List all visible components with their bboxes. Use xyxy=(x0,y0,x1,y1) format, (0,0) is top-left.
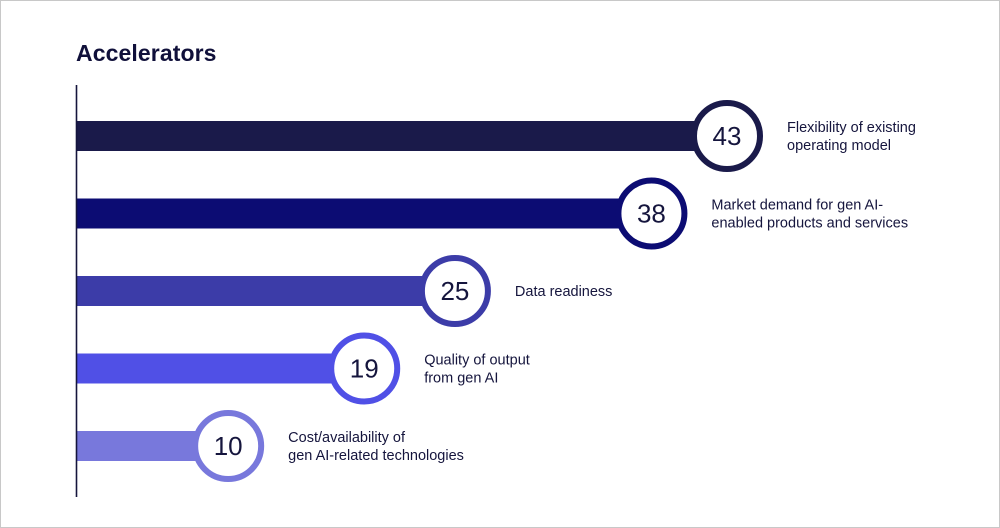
value-marker-circle xyxy=(418,255,491,327)
category-label-line: Flexibility of existing xyxy=(787,120,916,136)
value-marker-circle xyxy=(328,332,401,405)
category-label: Data readiness xyxy=(515,284,613,300)
bar xyxy=(77,353,365,384)
bar xyxy=(77,121,727,151)
category-label-line: operating model xyxy=(787,138,891,154)
bar xyxy=(77,276,455,306)
value-marker-circle xyxy=(192,410,265,482)
category-label-line: enabled products and services xyxy=(711,216,908,232)
data-label: 10 xyxy=(214,431,243,461)
category-label: Quality of output from gen AI xyxy=(424,353,530,387)
value-marker-circle xyxy=(615,177,688,250)
value-marker-circle xyxy=(691,100,763,172)
category-label-line: Market demand for gen AI- xyxy=(711,198,883,214)
data-label: 43 xyxy=(713,121,742,151)
bar xyxy=(77,198,652,229)
data-label: 38 xyxy=(637,199,666,229)
chart-title: Accelerators xyxy=(76,40,217,66)
data-label: 19 xyxy=(350,354,379,384)
category-label-line: Data readiness xyxy=(515,284,613,300)
category-label-line: gen AI-related technologies xyxy=(288,448,464,464)
category-label-line: Cost/availability of xyxy=(288,430,406,446)
category-label: Flexibility of existing operating model xyxy=(787,120,916,154)
category-label-line: Quality of output xyxy=(424,353,530,369)
data-label: 25 xyxy=(440,276,469,306)
category-label-line: from gen AI xyxy=(424,371,498,387)
category-label: Market demand for gen AI-enabled product… xyxy=(711,198,908,232)
category-label: Cost/availability of gen AI-related techn… xyxy=(288,430,464,464)
